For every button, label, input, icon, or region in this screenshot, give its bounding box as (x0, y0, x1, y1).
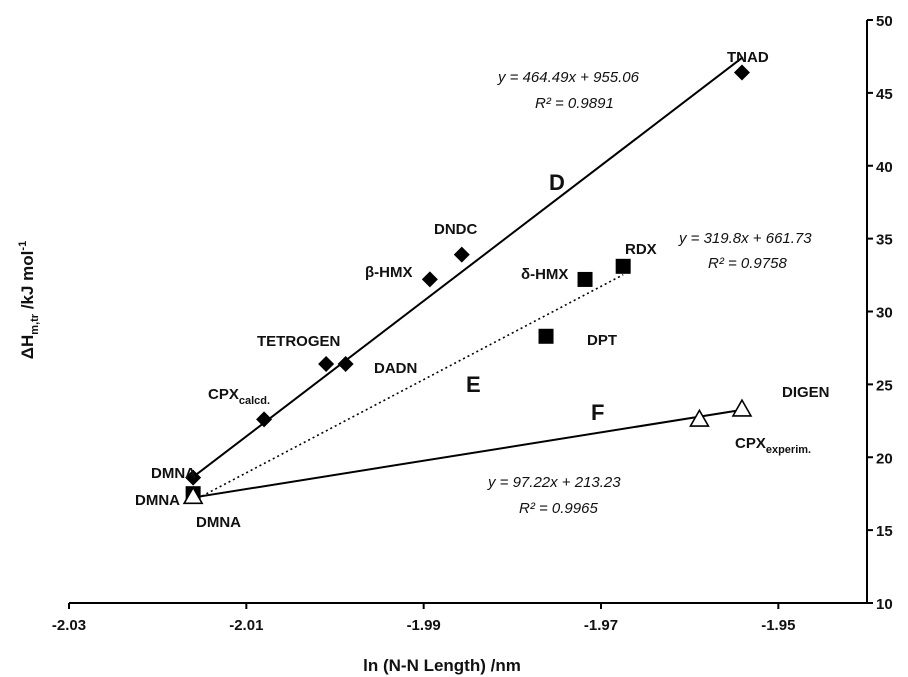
label-tetrogen: TETROGEN (257, 333, 340, 350)
region-d-label: D (549, 170, 565, 195)
marker-tetrogen (318, 355, 335, 372)
label-dmna-e: DMNA (135, 492, 180, 509)
r-squared-d: R² = 0.9891 (535, 95, 614, 112)
region-f-label: F (591, 400, 604, 425)
label-dmna-d: DMNA (151, 465, 196, 482)
x-tick-label: -1.97 (584, 617, 618, 634)
y-tick-label: 50 (876, 13, 893, 30)
label-cpx-experim: CPXexperim. (735, 435, 811, 456)
x-tick-label: -2.01 (229, 617, 263, 634)
x-tick-label: -1.99 (407, 617, 441, 634)
marker-digen (731, 398, 753, 417)
y-tick-label: 15 (876, 523, 893, 540)
marker-tnad (733, 64, 750, 81)
marker-rdx (615, 258, 631, 274)
fit-lines (192, 56, 744, 502)
region-e-label: E (466, 372, 481, 397)
y-axis-title: ΔHm,tr /kJ mol-1 (17, 241, 41, 359)
marker-dpt (538, 328, 554, 344)
marker--hmx (421, 271, 438, 288)
point-labels: TNAD DNDC β-HMX TETROGEN DADN CPXcalcd. … (135, 49, 830, 531)
marker-dmna (185, 469, 202, 486)
equation-d: y = 464.49x + 955.06 (497, 69, 640, 86)
marker-cpx (689, 408, 710, 427)
y-axis-ticks: 10 15 20 25 30 35 40 45 50 (867, 13, 893, 613)
y-tick-label: 20 (876, 450, 893, 467)
y-tick-label: 35 (876, 232, 893, 249)
x-axis-title: ln (N-N Length) /nm (363, 656, 521, 675)
label-digen: DIGEN (782, 384, 830, 401)
y-tick-label: 10 (876, 596, 893, 613)
y-tick-label: 30 (876, 305, 893, 322)
x-axis-ticks: -2.03 -2.01 -1.99 -1.97 -1.95 (52, 603, 795, 634)
label-dadn: DADN (374, 360, 417, 377)
marker-dadn (337, 355, 354, 372)
label-dndc: DNDC (434, 221, 477, 238)
marker-dmna (182, 485, 204, 505)
y-tick-label: 25 (876, 377, 893, 394)
label-dpt: DPT (587, 332, 617, 349)
label-cpx-calcd: CPXcalcd. (208, 386, 270, 407)
x-tick-label: -2.03 (52, 617, 86, 634)
fit-line-f (192, 408, 743, 499)
marker--hmx (577, 271, 593, 287)
data-markers (182, 64, 753, 505)
equation-e: y = 319.8x + 661.73 (678, 230, 812, 247)
fit-line-d (192, 56, 744, 478)
label-rdx: RDX (625, 241, 657, 258)
y-tick-label: 45 (876, 86, 893, 103)
marker-dndc (453, 246, 470, 263)
label-tnad: TNAD (727, 49, 769, 66)
label-beta-hmx: β-HMX (365, 264, 412, 281)
equation-f: y = 97.22x + 213.23 (487, 474, 621, 491)
label-delta-hmx: δ-HMX (521, 266, 568, 283)
r-squared-f: R² = 0.9965 (519, 500, 598, 517)
plot-area: -2.03 -2.01 -1.99 -1.97 -1.95 10 15 20 25 30 35 40… (52, 13, 893, 634)
x-tick-label: -1.95 (761, 617, 795, 634)
label-dmna-f: DMNA (196, 514, 241, 531)
fit-line-e (192, 274, 624, 502)
r-squared-e: R² = 0.9758 (708, 255, 787, 272)
marker-cpx (256, 411, 273, 428)
y-tick-label: 40 (876, 159, 893, 176)
